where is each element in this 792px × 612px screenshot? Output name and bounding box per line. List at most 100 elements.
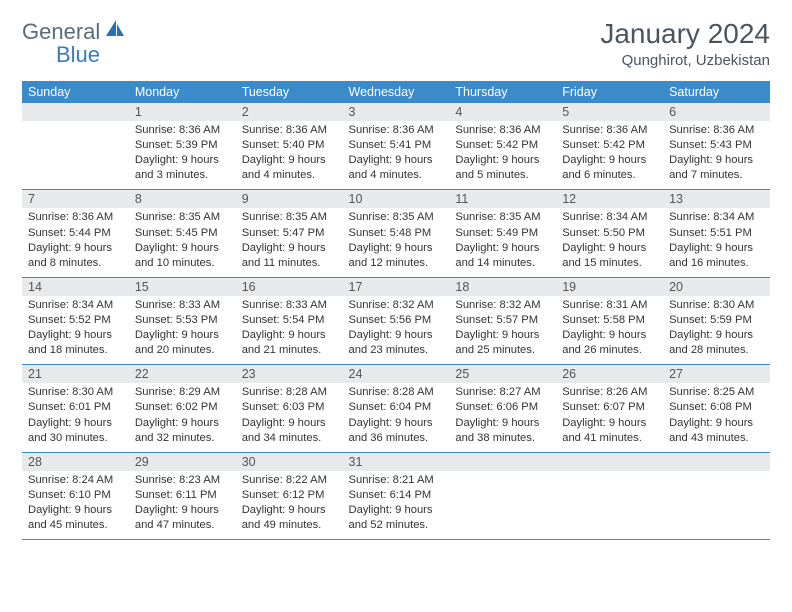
day-details: Sunrise: 8:36 AMSunset: 5:42 PMDaylight:… bbox=[556, 121, 663, 189]
day-number: 21 bbox=[22, 365, 129, 383]
day-number: 13 bbox=[663, 190, 770, 208]
calendar-empty-cell bbox=[449, 452, 556, 539]
day-number: 4 bbox=[449, 103, 556, 121]
day-details: Sunrise: 8:30 AMSunset: 5:59 PMDaylight:… bbox=[663, 296, 770, 364]
location-label: Qunghirot, Uzbekistan bbox=[600, 52, 770, 69]
calendar-day-cell: 24Sunrise: 8:28 AMSunset: 6:04 PMDayligh… bbox=[343, 365, 450, 452]
calendar-day-cell: 30Sunrise: 8:22 AMSunset: 6:12 PMDayligh… bbox=[236, 452, 343, 539]
day-number: 17 bbox=[343, 278, 450, 296]
day-number: 7 bbox=[22, 190, 129, 208]
day-number bbox=[22, 103, 129, 121]
logo: General bbox=[22, 18, 128, 45]
calendar-day-cell: 13Sunrise: 8:34 AMSunset: 5:51 PMDayligh… bbox=[663, 190, 770, 277]
day-number: 30 bbox=[236, 453, 343, 471]
day-details bbox=[449, 471, 556, 529]
day-details: Sunrise: 8:24 AMSunset: 6:10 PMDaylight:… bbox=[22, 471, 129, 539]
calendar-day-cell: 1Sunrise: 8:36 AMSunset: 5:39 PMDaylight… bbox=[129, 103, 236, 190]
calendar-day-cell: 28Sunrise: 8:24 AMSunset: 6:10 PMDayligh… bbox=[22, 452, 129, 539]
logo-text-blue: Blue bbox=[56, 42, 100, 67]
calendar-day-cell: 19Sunrise: 8:31 AMSunset: 5:58 PMDayligh… bbox=[556, 277, 663, 364]
day-number: 2 bbox=[236, 103, 343, 121]
day-details: Sunrise: 8:36 AMSunset: 5:42 PMDaylight:… bbox=[449, 121, 556, 189]
calendar-week-row: 21Sunrise: 8:30 AMSunset: 6:01 PMDayligh… bbox=[22, 365, 770, 452]
day-number: 26 bbox=[556, 365, 663, 383]
calendar-empty-cell bbox=[556, 452, 663, 539]
month-title: January 2024 bbox=[600, 18, 770, 50]
weekday-header: Wednesday bbox=[343, 81, 450, 103]
day-number: 23 bbox=[236, 365, 343, 383]
day-details: Sunrise: 8:36 AMSunset: 5:41 PMDaylight:… bbox=[343, 121, 450, 189]
day-details: Sunrise: 8:35 AMSunset: 5:45 PMDaylight:… bbox=[129, 208, 236, 276]
day-number: 6 bbox=[663, 103, 770, 121]
day-details: Sunrise: 8:32 AMSunset: 5:56 PMDaylight:… bbox=[343, 296, 450, 364]
day-details: Sunrise: 8:36 AMSunset: 5:39 PMDaylight:… bbox=[129, 121, 236, 189]
calendar-day-cell: 3Sunrise: 8:36 AMSunset: 5:41 PMDaylight… bbox=[343, 103, 450, 190]
logo-text-general: General bbox=[22, 19, 100, 45]
day-details: Sunrise: 8:36 AMSunset: 5:44 PMDaylight:… bbox=[22, 208, 129, 276]
calendar-day-cell: 10Sunrise: 8:35 AMSunset: 5:48 PMDayligh… bbox=[343, 190, 450, 277]
calendar-day-cell: 27Sunrise: 8:25 AMSunset: 6:08 PMDayligh… bbox=[663, 365, 770, 452]
day-details: Sunrise: 8:23 AMSunset: 6:11 PMDaylight:… bbox=[129, 471, 236, 539]
day-number: 12 bbox=[556, 190, 663, 208]
day-number: 8 bbox=[129, 190, 236, 208]
day-number bbox=[449, 453, 556, 471]
calendar-day-cell: 11Sunrise: 8:35 AMSunset: 5:49 PMDayligh… bbox=[449, 190, 556, 277]
day-number: 3 bbox=[343, 103, 450, 121]
day-details: Sunrise: 8:26 AMSunset: 6:07 PMDaylight:… bbox=[556, 383, 663, 451]
day-details: Sunrise: 8:36 AMSunset: 5:40 PMDaylight:… bbox=[236, 121, 343, 189]
calendar-week-row: 1Sunrise: 8:36 AMSunset: 5:39 PMDaylight… bbox=[22, 103, 770, 190]
day-details: Sunrise: 8:34 AMSunset: 5:50 PMDaylight:… bbox=[556, 208, 663, 276]
day-details: Sunrise: 8:21 AMSunset: 6:14 PMDaylight:… bbox=[343, 471, 450, 539]
calendar-week-row: 7Sunrise: 8:36 AMSunset: 5:44 PMDaylight… bbox=[22, 190, 770, 277]
logo-text-blue-wrap: Blue bbox=[40, 42, 100, 68]
calendar-day-cell: 5Sunrise: 8:36 AMSunset: 5:42 PMDaylight… bbox=[556, 103, 663, 190]
calendar-day-cell: 2Sunrise: 8:36 AMSunset: 5:40 PMDaylight… bbox=[236, 103, 343, 190]
calendar-day-cell: 25Sunrise: 8:27 AMSunset: 6:06 PMDayligh… bbox=[449, 365, 556, 452]
calendar-day-cell: 12Sunrise: 8:34 AMSunset: 5:50 PMDayligh… bbox=[556, 190, 663, 277]
day-number: 29 bbox=[129, 453, 236, 471]
calendar-empty-cell bbox=[22, 103, 129, 190]
calendar-day-cell: 21Sunrise: 8:30 AMSunset: 6:01 PMDayligh… bbox=[22, 365, 129, 452]
day-details: Sunrise: 8:32 AMSunset: 5:57 PMDaylight:… bbox=[449, 296, 556, 364]
calendar-body: 1Sunrise: 8:36 AMSunset: 5:39 PMDaylight… bbox=[22, 103, 770, 540]
day-details: Sunrise: 8:33 AMSunset: 5:53 PMDaylight:… bbox=[129, 296, 236, 364]
day-details: Sunrise: 8:35 AMSunset: 5:49 PMDaylight:… bbox=[449, 208, 556, 276]
day-details bbox=[663, 471, 770, 529]
day-number bbox=[556, 453, 663, 471]
day-number: 14 bbox=[22, 278, 129, 296]
calendar-day-cell: 26Sunrise: 8:26 AMSunset: 6:07 PMDayligh… bbox=[556, 365, 663, 452]
calendar-week-row: 14Sunrise: 8:34 AMSunset: 5:52 PMDayligh… bbox=[22, 277, 770, 364]
day-number: 22 bbox=[129, 365, 236, 383]
day-number bbox=[663, 453, 770, 471]
calendar-header-row: SundayMondayTuesdayWednesdayThursdayFrid… bbox=[22, 81, 770, 103]
day-details: Sunrise: 8:36 AMSunset: 5:43 PMDaylight:… bbox=[663, 121, 770, 189]
day-details: Sunrise: 8:27 AMSunset: 6:06 PMDaylight:… bbox=[449, 383, 556, 451]
calendar-day-cell: 9Sunrise: 8:35 AMSunset: 5:47 PMDaylight… bbox=[236, 190, 343, 277]
day-details: Sunrise: 8:28 AMSunset: 6:03 PMDaylight:… bbox=[236, 383, 343, 451]
calendar-day-cell: 6Sunrise: 8:36 AMSunset: 5:43 PMDaylight… bbox=[663, 103, 770, 190]
page-header: General January 2024 Qunghirot, Uzbekist… bbox=[22, 18, 770, 69]
day-number: 9 bbox=[236, 190, 343, 208]
day-details: Sunrise: 8:34 AMSunset: 5:51 PMDaylight:… bbox=[663, 208, 770, 276]
day-number: 19 bbox=[556, 278, 663, 296]
day-number: 1 bbox=[129, 103, 236, 121]
weekday-header: Monday bbox=[129, 81, 236, 103]
calendar-day-cell: 7Sunrise: 8:36 AMSunset: 5:44 PMDaylight… bbox=[22, 190, 129, 277]
day-number: 20 bbox=[663, 278, 770, 296]
weekday-header: Thursday bbox=[449, 81, 556, 103]
calendar-week-row: 28Sunrise: 8:24 AMSunset: 6:10 PMDayligh… bbox=[22, 452, 770, 539]
calendar-day-cell: 23Sunrise: 8:28 AMSunset: 6:03 PMDayligh… bbox=[236, 365, 343, 452]
day-number: 10 bbox=[343, 190, 450, 208]
day-number: 11 bbox=[449, 190, 556, 208]
day-number: 28 bbox=[22, 453, 129, 471]
calendar-day-cell: 15Sunrise: 8:33 AMSunset: 5:53 PMDayligh… bbox=[129, 277, 236, 364]
day-number: 16 bbox=[236, 278, 343, 296]
calendar-day-cell: 22Sunrise: 8:29 AMSunset: 6:02 PMDayligh… bbox=[129, 365, 236, 452]
weekday-header: Friday bbox=[556, 81, 663, 103]
day-details: Sunrise: 8:28 AMSunset: 6:04 PMDaylight:… bbox=[343, 383, 450, 451]
day-details: Sunrise: 8:30 AMSunset: 6:01 PMDaylight:… bbox=[22, 383, 129, 451]
calendar-day-cell: 18Sunrise: 8:32 AMSunset: 5:57 PMDayligh… bbox=[449, 277, 556, 364]
day-details: Sunrise: 8:33 AMSunset: 5:54 PMDaylight:… bbox=[236, 296, 343, 364]
day-details bbox=[22, 121, 129, 179]
weekday-header: Sunday bbox=[22, 81, 129, 103]
